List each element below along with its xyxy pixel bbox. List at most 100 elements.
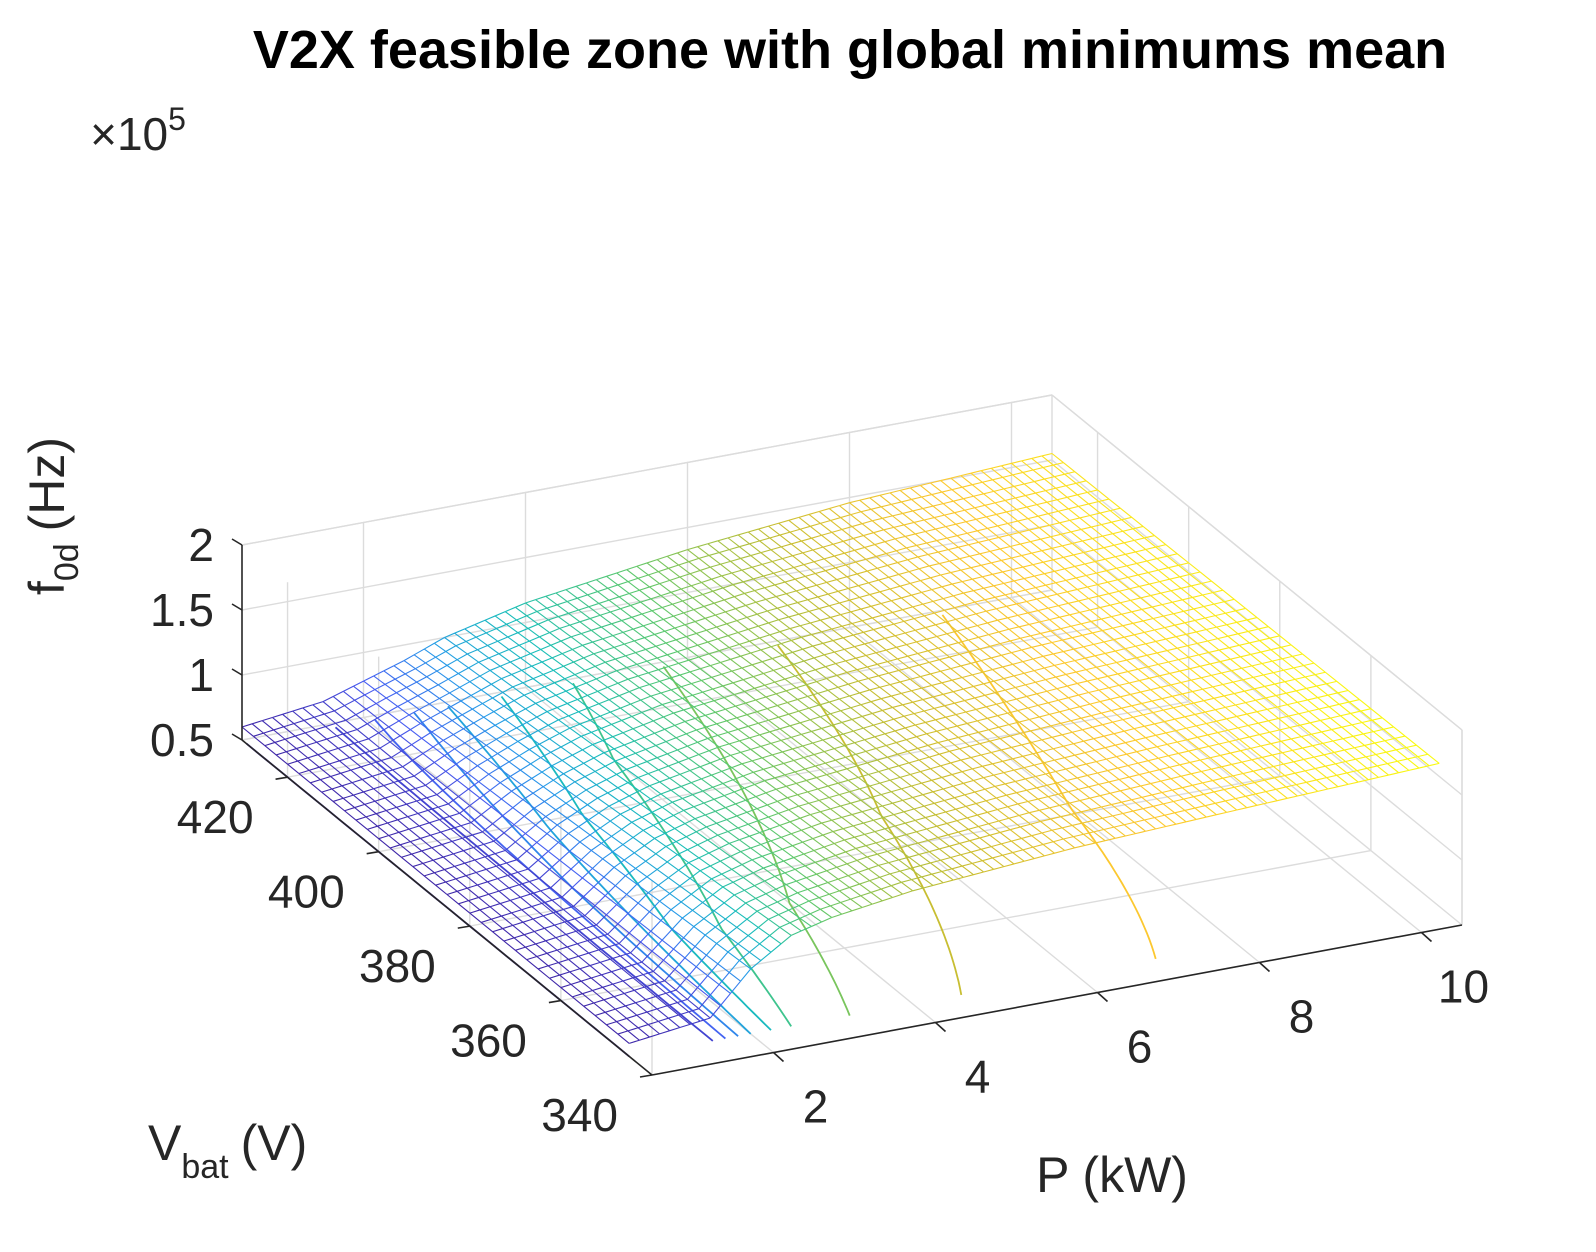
mesh-line-const-power [885,553,898,564]
mesh-line-const-vbat [1029,809,1040,814]
mesh-line-const-power [727,951,740,961]
mesh-line-const-vbat [709,1005,721,1019]
mesh-line-const-vbat [921,779,932,784]
mesh-line-const-power [761,855,774,866]
mesh-line-const-power [380,760,393,771]
mesh-line-const-power [664,728,677,739]
mesh-line-const-vbat [652,959,664,972]
mesh-line-const-vbat [1063,554,1074,558]
mesh-line-const-vbat [858,677,869,682]
mesh-line-const-vbat [980,657,992,662]
mesh-line-const-power [549,977,562,988]
mesh-line-const-power [726,720,739,730]
mesh-line-const-power [899,776,912,787]
mesh-line-const-power [906,834,919,844]
mesh-line-const-power [1087,680,1100,691]
mesh-line-const-vbat [1031,455,1043,459]
mesh-line-const-vbat [1280,644,1292,648]
mesh-line-const-power [1130,787,1143,798]
mesh-line-const-vbat [946,630,958,635]
mesh-line-const-power [1013,675,1026,686]
mesh-line-const-power [736,926,749,937]
mesh-line-const-power [790,543,804,554]
mesh-line-const-power [387,711,400,722]
mesh-line-const-power [961,771,974,781]
mesh-line-const-power [525,946,538,957]
mesh-line-const-power [744,690,757,701]
mesh-line-const-power [575,930,588,942]
mesh-line-const-vbat [561,648,573,655]
mesh-line-const-power [698,754,711,764]
mesh-line-const-power [888,576,901,587]
mesh-line-const-vbat [699,665,711,670]
mesh-line-const-vbat [1130,597,1141,601]
mesh-line-const-vbat [1199,663,1211,667]
mesh-line-const-vbat [734,889,745,896]
mesh-line-const-vbat [417,689,429,697]
mesh-line-const-power [663,959,676,970]
mesh-line-const-vbat [864,544,875,548]
mesh-line-const-power [550,887,563,898]
mesh-line-const-vbat [1120,693,1131,698]
mesh-line-const-vbat [797,695,808,700]
mesh-line-const-power [730,754,743,765]
mesh-line-const-power [720,662,733,672]
mesh-line-const-vbat [804,861,816,867]
mesh-line-const-power [812,742,825,753]
mesh-line-const-vbat [568,711,579,717]
mesh-line-const-power [835,663,848,673]
mesh-line-const-power [889,779,902,790]
mesh-line-const-vbat [730,751,741,756]
mesh-line-const-vbat [489,903,501,908]
mesh-line-const-power [628,593,641,603]
mesh-line-const-vbat [712,782,724,788]
mesh-line-const-vbat [511,669,522,676]
mesh-line-const-power [478,897,491,908]
mesh-line-const-power [612,851,625,861]
mesh-line-const-power [976,720,990,731]
mesh-line-const-vbat [499,775,511,784]
mesh-line-const-power [732,881,745,891]
mesh-line-const-power [437,806,450,817]
mesh-line-const-power [733,791,747,801]
mesh-line-const-vbat [896,644,907,648]
mesh-line-const-power [1170,778,1183,789]
mesh-line-const-power [1235,798,1248,809]
mesh-line-const-power [633,989,647,1001]
mesh-line-const-power [1102,724,1115,735]
mesh-line-const-power [1041,739,1054,750]
mesh-line-const-power [587,940,600,951]
mesh-line-const-power [949,656,962,667]
mesh-line-const-vbat [977,622,988,627]
mesh-line-const-power [497,640,510,650]
grid-line-side-horizontal [1051,524,1463,861]
mesh-line-const-power [1059,804,1072,815]
mesh-line-const-vbat [979,550,991,555]
mesh-line-const-power [893,814,906,824]
mesh-line-const-vbat [730,655,741,660]
mesh-line-const-power [555,809,568,819]
mesh-line-const-vbat [845,657,856,662]
mesh-line-const-vbat [1098,781,1110,785]
mesh-line-const-power [1079,706,1092,717]
mesh-line-const-vbat [840,802,851,807]
mesh-line-const-vbat [810,716,821,721]
mesh-line-const-power [697,987,710,998]
mesh-line-const-vbat [883,526,894,531]
mesh-line-const-power [577,699,590,709]
mesh-line-const-vbat [782,555,793,560]
mesh-line-const-power [435,777,448,788]
mesh-line-const-power [645,648,658,659]
mesh-line-const-vbat [1285,690,1297,694]
mesh-line-const-power [788,909,801,919]
mesh-line-const-vbat [773,666,784,671]
mesh-line-const-power [461,837,474,848]
mesh-line-const-vbat [735,604,746,610]
mesh-line-const-vbat [678,1011,689,1016]
mesh-line-const-vbat [965,613,977,618]
mesh-line-const-power [871,617,884,628]
mesh-line-const-vbat [993,488,1005,492]
mesh-line-const-vbat [968,541,979,546]
mesh-line-const-vbat [630,803,641,810]
mesh-line-const-power [560,987,573,998]
